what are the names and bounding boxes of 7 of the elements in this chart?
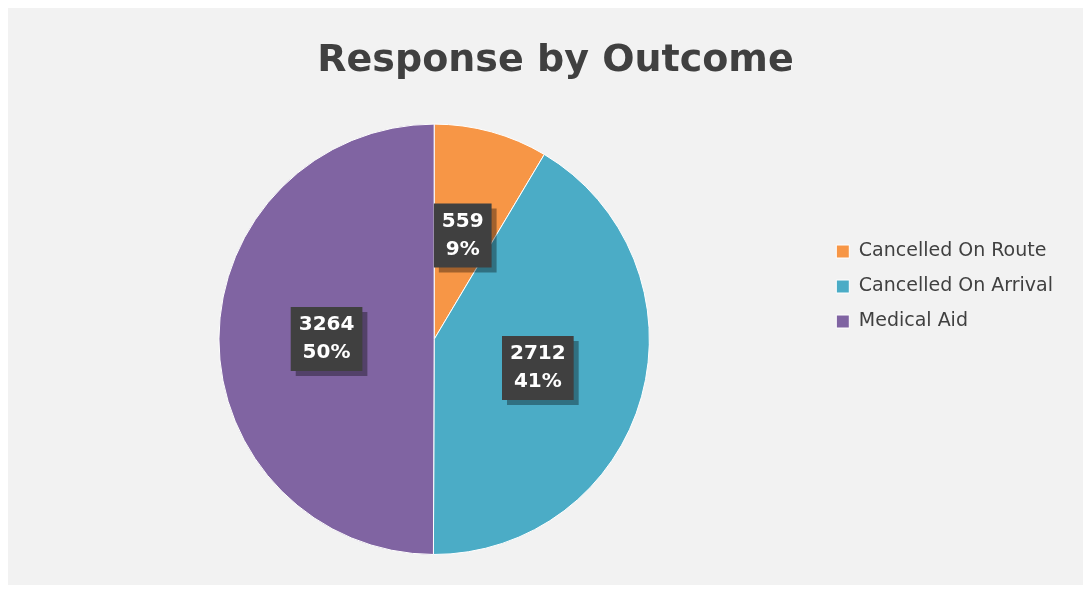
data-label: 2712 41% [510,340,566,393]
data-label: 3264 50% [298,311,355,364]
legend-label: Medical Aid [858,308,968,331]
legend-label: Cancelled On Arrival [858,273,1053,296]
legend-label: Cancelled On Route [858,238,1047,261]
data-label: 559 9% [441,207,484,260]
chart-title: Response by Outcome [317,35,794,80]
